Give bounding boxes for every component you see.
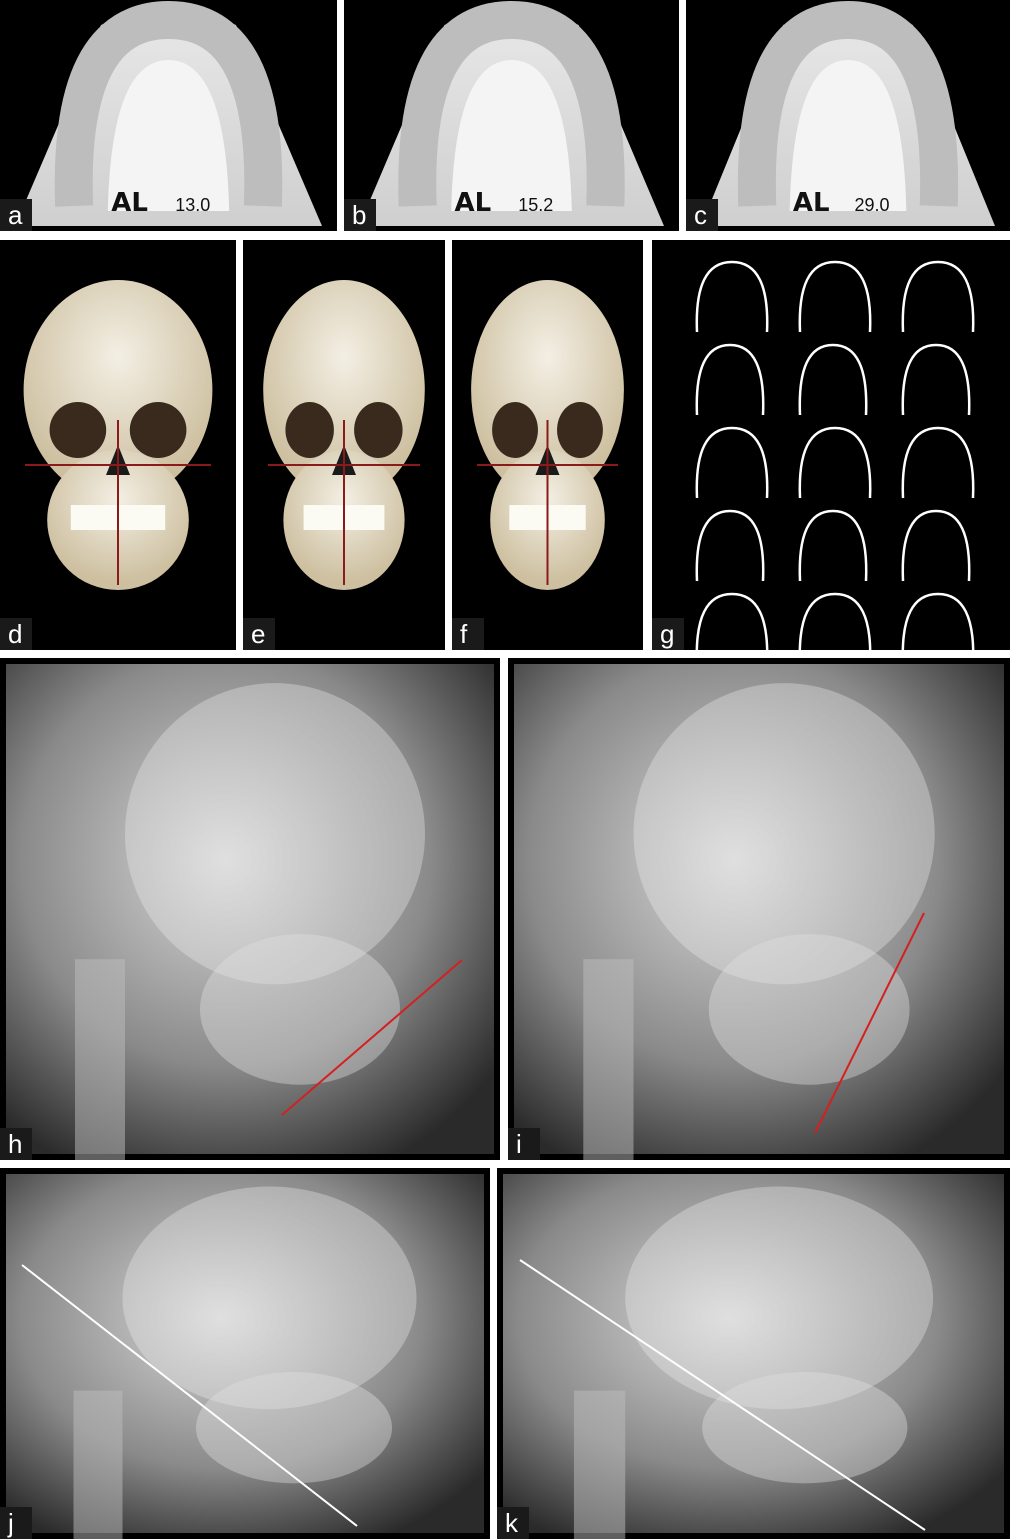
- panel-label: i: [516, 1129, 522, 1159]
- arch-form: [901, 592, 975, 665]
- panel-label: g: [660, 619, 674, 649]
- cast-value: 13.0: [175, 195, 210, 215]
- jaw-shadow: [196, 1372, 392, 1484]
- palate: [789, 60, 907, 211]
- panel-label: h: [8, 1129, 22, 1159]
- spine: [573, 1390, 626, 1539]
- arch-form: [798, 426, 872, 499]
- orbit: [492, 402, 538, 458]
- skull-shadow: [125, 683, 425, 985]
- cast-value: 15.2: [518, 195, 553, 215]
- label-box: [0, 1128, 32, 1160]
- label-box: [344, 199, 376, 231]
- skull-shadow: [625, 1186, 934, 1410]
- label-box: [0, 618, 32, 650]
- panel-label: a: [8, 200, 23, 230]
- arch-form: [901, 426, 975, 499]
- panel-label: d: [8, 619, 22, 649]
- skull-shadow: [633, 683, 935, 985]
- orbit: [285, 402, 334, 458]
- reference-line: [281, 959, 463, 1116]
- arch-form: [798, 343, 868, 416]
- panel-label: j: [7, 1508, 14, 1538]
- arch-form: [798, 509, 868, 582]
- panel-bg: [652, 240, 1010, 650]
- reference-line: [519, 1259, 926, 1531]
- panel-label: f: [460, 619, 468, 649]
- label-box: [686, 199, 718, 231]
- arch-form: [695, 260, 769, 333]
- label-box: [0, 1507, 32, 1539]
- panel-label: b: [352, 200, 366, 230]
- reference-line: [814, 912, 925, 1134]
- label-box: [0, 199, 32, 231]
- arch-form: [695, 592, 769, 665]
- reference-line: [21, 1264, 358, 1527]
- arch-form: [798, 260, 872, 333]
- arch-form: [798, 592, 872, 665]
- label-box: [508, 1128, 540, 1160]
- jaw-shadow: [702, 1372, 908, 1484]
- cast-text: AL: [793, 188, 830, 218]
- panel-label: c: [694, 200, 707, 230]
- cast-text: AL: [455, 188, 492, 218]
- arch-form: [695, 509, 765, 582]
- arch-form: [901, 260, 975, 333]
- cast-value: 29.0: [854, 195, 889, 215]
- orbit: [354, 402, 403, 458]
- arch: [398, 0, 625, 207]
- label-box: [452, 618, 484, 650]
- cast-text: AL: [111, 188, 148, 218]
- label-box: [497, 1507, 529, 1539]
- orbit: [49, 402, 107, 458]
- panel-label: k: [505, 1508, 519, 1538]
- spine: [583, 959, 634, 1160]
- palate: [107, 60, 230, 211]
- orbit: [557, 402, 603, 458]
- orbit: [129, 402, 187, 458]
- spine: [73, 1390, 123, 1539]
- jaw-shadow: [708, 934, 910, 1085]
- arch-form: [901, 343, 971, 416]
- palate: [451, 60, 572, 211]
- arch-form: [901, 509, 971, 582]
- arch: [54, 0, 283, 207]
- spine: [75, 959, 125, 1160]
- arch: [737, 0, 959, 207]
- jaw-shadow: [200, 934, 400, 1085]
- label-box: [243, 618, 275, 650]
- arch-form: [695, 426, 769, 499]
- panel-label: e: [251, 619, 265, 649]
- arch-form: [695, 343, 765, 416]
- skull-shadow: [122, 1186, 417, 1410]
- label-box: [652, 618, 684, 650]
